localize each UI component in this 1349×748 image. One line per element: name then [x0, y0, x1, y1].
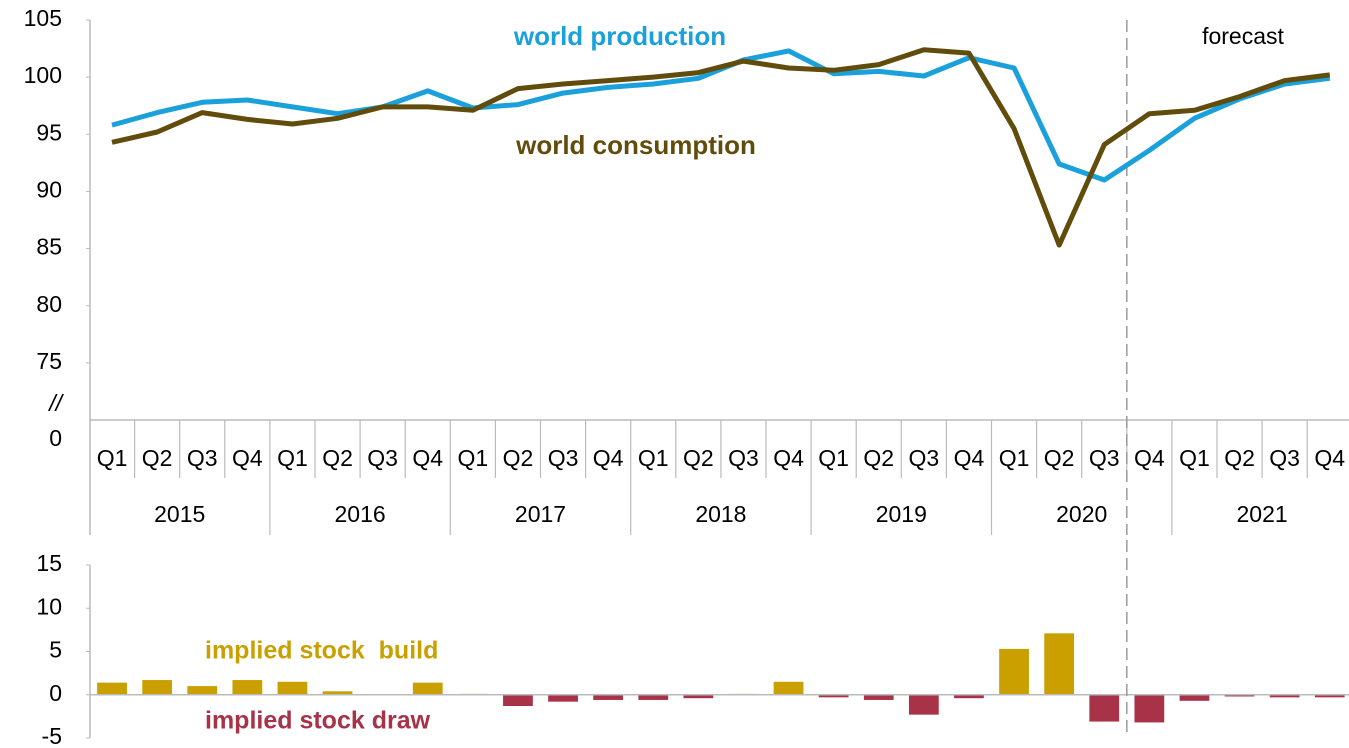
- x-tick-label: Q1: [1179, 445, 1210, 471]
- y-tick-label: 95: [36, 119, 62, 145]
- forecast-label: forecast: [1202, 23, 1284, 49]
- x-group-label: 2019: [876, 501, 927, 527]
- bar: [954, 694, 984, 699]
- bar: [277, 681, 308, 695]
- bar: [818, 694, 849, 698]
- bar: [1179, 694, 1210, 701]
- x-tick-label: Q2: [142, 445, 173, 471]
- bar: [97, 682, 127, 695]
- x-tick-label: Q1: [458, 445, 489, 471]
- x-tick-label: Q2: [863, 445, 894, 471]
- bar: [1224, 694, 1255, 697]
- x-tick-label: Q2: [1044, 445, 1075, 471]
- y-tick-label: 10: [36, 593, 62, 619]
- bar: [412, 682, 443, 695]
- x-tick-label: Q3: [548, 445, 579, 471]
- bar: [999, 648, 1029, 695]
- x-group-label: 2021: [1237, 501, 1288, 527]
- x-tick-label: Q2: [1224, 445, 1255, 471]
- y-tick-label: -5: [42, 723, 62, 748]
- annotation: implied stock build: [205, 637, 438, 665]
- x-tick-label: Q3: [367, 445, 398, 471]
- bar: [638, 694, 669, 700]
- y-tick-label: 100: [24, 62, 62, 88]
- x-tick-label: Q4: [1134, 445, 1165, 471]
- y-tick-label: 5: [49, 637, 62, 663]
- x-tick-label: Q1: [638, 445, 669, 471]
- x-tick-label: Q1: [999, 445, 1030, 471]
- y-tick-label: 105: [24, 5, 62, 31]
- x-group-label: 2020: [1056, 501, 1107, 527]
- x-tick-label: Q3: [728, 445, 759, 471]
- bar: [1269, 694, 1300, 698]
- y-tick-label: 85: [36, 234, 62, 260]
- x-tick-label: Q2: [322, 445, 353, 471]
- x-tick-label: Q1: [97, 445, 128, 471]
- x-tick-label: Q3: [187, 445, 218, 471]
- bar: [187, 686, 218, 695]
- y-tick-label: 0: [49, 680, 62, 706]
- bar: [503, 694, 533, 706]
- y-tick-label: 90: [36, 177, 62, 203]
- x-tick-label: Q1: [818, 445, 849, 471]
- bar: [548, 694, 578, 702]
- bar: [593, 694, 624, 700]
- bar: [863, 694, 894, 700]
- x-tick-label: Q4: [593, 445, 624, 471]
- x-group-label: 2016: [335, 501, 386, 527]
- x-tick-label: Q3: [909, 445, 940, 471]
- bar: [1134, 694, 1165, 723]
- x-tick-label: Q4: [412, 445, 443, 471]
- x-tick-label: Q1: [277, 445, 308, 471]
- x-tick-label: Q3: [1269, 445, 1300, 471]
- series-line: [111, 47, 1331, 248]
- y-base-label: 0: [49, 425, 62, 451]
- bar: [322, 691, 353, 695]
- series-label: world consumption: [515, 130, 756, 160]
- x-tick-label: Q4: [232, 445, 263, 471]
- x-group-label: 2017: [515, 501, 566, 527]
- x-tick-label: Q4: [954, 445, 985, 471]
- bar: [142, 680, 173, 695]
- bar: [1089, 694, 1120, 722]
- annotation: implied stock draw: [205, 707, 431, 735]
- bar: [1044, 633, 1075, 695]
- axis-break: //: [47, 390, 64, 416]
- x-group-label: 2018: [695, 501, 746, 527]
- y-tick-label: 15: [36, 550, 62, 576]
- x-tick-label: Q2: [503, 445, 534, 471]
- bar: [232, 680, 263, 695]
- series-label: world production: [513, 21, 726, 51]
- y-tick-label: 75: [36, 348, 62, 374]
- bar: [683, 694, 714, 699]
- x-tick-label: Q4: [1314, 445, 1345, 471]
- bar: [773, 681, 804, 695]
- y-tick-label: 80: [36, 291, 62, 317]
- x-group-label: 2015: [154, 501, 205, 527]
- x-tick-label: Q3: [1089, 445, 1120, 471]
- x-tick-label: Q4: [773, 445, 804, 471]
- bar: [908, 694, 939, 715]
- bar: [1314, 694, 1345, 698]
- x-tick-label: Q2: [683, 445, 714, 471]
